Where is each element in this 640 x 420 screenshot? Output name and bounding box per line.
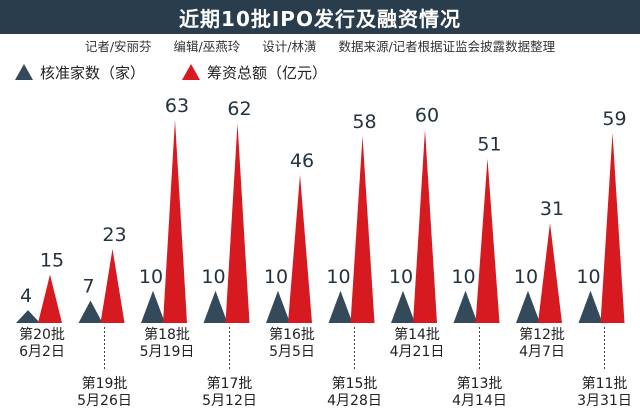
count-triangle-7 — [391, 291, 415, 323]
count-value-10: 10 — [576, 266, 600, 288]
amount-value-9: 31 — [540, 198, 564, 220]
amount-triangle-4 — [226, 123, 250, 323]
date-label-10: 3月31日 — [577, 393, 632, 409]
batch-label-5: 第16批 — [269, 326, 315, 343]
chart-area: 4 15 第20批6月2日 7 23 第19批5月26日 10 63 第18批5月19日 10 62… — [0, 0, 640, 420]
amount-value-2: 23 — [102, 224, 126, 246]
batch-label-1: 第20批 — [19, 326, 65, 343]
batch-label-9: 第12批 — [519, 326, 565, 343]
count-triangle-4 — [204, 291, 228, 323]
batch-label-8: 第13批 — [457, 375, 503, 392]
amount-triangle-3 — [163, 120, 187, 323]
count-triangle-6 — [329, 291, 353, 323]
amount-value-10: 59 — [602, 108, 626, 130]
date-label-6: 4月28日 — [327, 393, 382, 409]
date-label-1: 6月2日 — [19, 344, 65, 360]
batch-label-6: 第15批 — [332, 375, 378, 392]
count-value-5: 10 — [264, 266, 288, 288]
amount-triangle-6 — [351, 136, 375, 323]
count-triangle-9 — [516, 291, 540, 323]
batch-label-4: 第17批 — [207, 375, 253, 392]
amount-value-8: 51 — [477, 134, 501, 156]
count-value-6: 10 — [326, 266, 350, 288]
amount-value-4: 62 — [227, 98, 251, 120]
date-label-5: 5月5日 — [269, 344, 315, 360]
count-value-8: 10 — [451, 266, 475, 288]
amount-triangle-10 — [601, 133, 625, 323]
amount-value-7: 60 — [415, 105, 439, 127]
date-label-3: 5月19日 — [140, 344, 195, 360]
date-label-2: 5月26日 — [77, 393, 132, 409]
count-triangle-1 — [16, 310, 40, 323]
count-value-7: 10 — [389, 266, 413, 288]
count-triangle-5 — [266, 291, 290, 323]
count-triangle-10 — [579, 291, 603, 323]
count-triangle-3 — [141, 291, 165, 323]
amount-triangle-8 — [476, 159, 500, 323]
count-value-3: 10 — [139, 266, 163, 288]
batch-label-10: 第11批 — [582, 375, 628, 392]
count-value-1: 4 — [20, 285, 32, 307]
amount-triangle-9 — [538, 223, 562, 323]
amount-value-1: 15 — [40, 250, 64, 272]
date-label-9: 4月7日 — [519, 344, 565, 360]
amount-value-5: 46 — [290, 150, 314, 172]
amount-triangle-1 — [38, 275, 62, 323]
batch-label-7: 第14批 — [394, 326, 440, 343]
amount-value-6: 58 — [352, 111, 376, 133]
count-value-4: 10 — [201, 266, 225, 288]
amount-triangle-7 — [413, 130, 437, 323]
count-triangle-2 — [79, 300, 103, 323]
batch-label-2: 第19批 — [82, 375, 128, 392]
amount-triangle-5 — [288, 175, 312, 323]
count-value-9: 10 — [514, 266, 538, 288]
amount-value-3: 63 — [165, 95, 189, 117]
count-value-2: 7 — [82, 275, 94, 297]
count-triangle-8 — [454, 291, 478, 323]
batch-label-3: 第18批 — [144, 326, 190, 343]
date-label-8: 4月14日 — [452, 393, 507, 409]
date-label-4: 5月12日 — [202, 393, 257, 409]
amount-triangle-2 — [101, 249, 125, 323]
date-label-7: 4月21日 — [390, 344, 445, 360]
